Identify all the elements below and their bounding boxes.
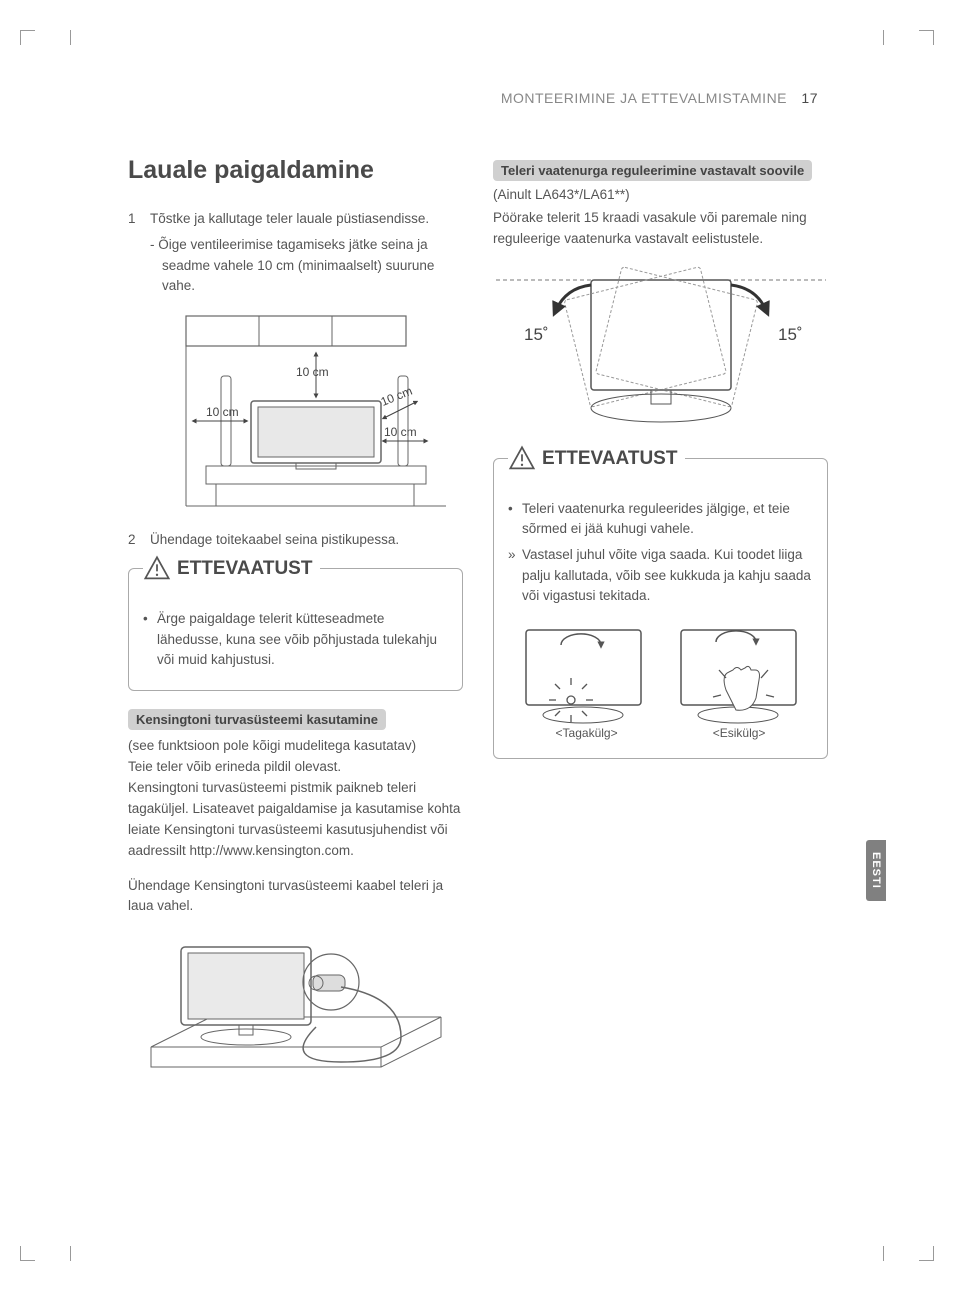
label-back: <Tagakülg>: [556, 726, 618, 740]
step-2-num: 2: [128, 530, 150, 550]
label-front: <Esikülg>: [713, 726, 766, 740]
step-1-sub: - Õige ventileerimise tagamiseks jätke s…: [128, 235, 463, 296]
section-title: MONTEERIMINE JA ETTEVALMISTAMINE: [501, 90, 787, 106]
language-tab: EESTI: [866, 840, 886, 901]
caution-r2: Vastasel juhul võite viga saada. Kui too…: [522, 545, 813, 606]
svg-text:10 cm: 10 cm: [384, 425, 417, 439]
page-header: MONTEERIMINE JA ETTEVALMISTAMINE 17: [128, 90, 828, 106]
angle-body: Pöörake telerit 15 kraadi vasakule või p…: [493, 208, 828, 250]
warning-icon: [508, 445, 536, 473]
caution-title-right: ETTEVAATUST: [542, 448, 677, 470]
svg-text:10 cm: 10 cm: [206, 405, 239, 419]
kens-note3: Kensingtoni turvasüsteemi pistmik paikne…: [128, 778, 463, 862]
kens-note4: Ühendage Kensingtoni turvasüsteemi kaabe…: [128, 876, 463, 918]
step-1-num: 1: [128, 209, 150, 229]
caution-box-left: ETTEVAATUST •Ärge paigaldage telerit küt…: [128, 568, 463, 691]
pill-angle: Teleri vaatenurga reguleerimine vastaval…: [493, 160, 812, 181]
caution-box-right: ETTEVAATUST •Teleri vaatenurka reguleeri…: [493, 458, 828, 759]
kensington-diagram: [128, 927, 463, 1097]
svg-text:15˚: 15˚: [524, 325, 549, 344]
warning-icon: [143, 555, 171, 583]
kens-note2: Teie teler võib erineda pildil olevast.: [128, 757, 463, 778]
pinch-diagram: [508, 620, 813, 730]
svg-text:15˚: 15˚: [778, 325, 803, 344]
right-column: Teleri vaatenurga reguleerimine vastaval…: [493, 156, 828, 1111]
clearance-diagram: 10 cm 10 cm 10 cm 10 cm: [128, 306, 463, 516]
step-1-text: Tõstke ja kallutage teler lauale püstias…: [150, 209, 429, 229]
kens-note1: (see funktsioon pole kõigi mudelitega ka…: [128, 736, 463, 757]
swivel-diagram: 15˚ 15˚: [493, 260, 828, 440]
step-1: 1 Tõstke ja kallutage teler lauale püsti…: [128, 209, 463, 229]
step-2: 2 Ühendage toitekaabel seina pistikupess…: [128, 530, 463, 550]
left-column: Lauale paigaldamine 1 Tõstke ja kallutag…: [128, 156, 463, 1111]
step-2-text: Ühendage toitekaabel seina pistikupessa.: [150, 530, 399, 550]
page-number: 17: [801, 90, 818, 106]
heading-mounting: Lauale paigaldamine: [128, 156, 463, 185]
caution-item-left: Ärge paigaldage telerit kütteseadmete lä…: [157, 609, 448, 670]
caution-r1: Teleri vaatenurka reguleerides jälgige, …: [522, 499, 813, 540]
pill-kensington: Kensingtoni turvasüsteemi kasutamine: [128, 709, 386, 730]
caution-title-left: ETTEVAATUST: [177, 558, 312, 580]
svg-text:10 cm: 10 cm: [296, 365, 329, 379]
page-content: MONTEERIMINE JA ETTEVALMISTAMINE 17 Laua…: [128, 90, 828, 1111]
model-note: (Ainult LA643*/LA61**): [493, 187, 828, 202]
